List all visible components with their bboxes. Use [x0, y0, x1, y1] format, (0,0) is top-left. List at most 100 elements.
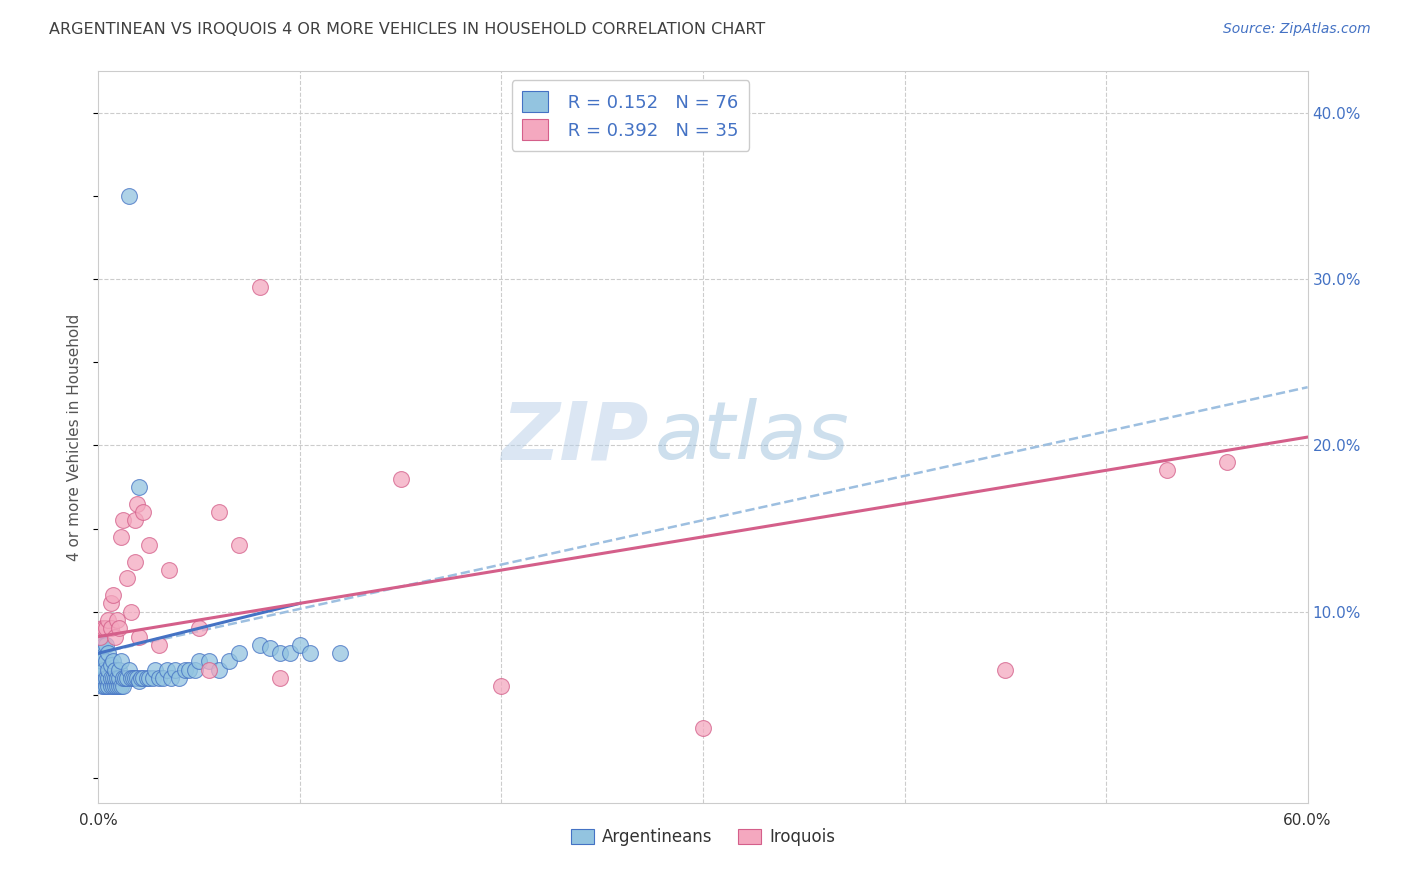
Point [143, 663, 166, 677]
Point [142, 671, 165, 685]
Point [288, 638, 311, 652]
Point [97, 663, 120, 677]
Point [89, 630, 111, 644]
Point [91, 655, 114, 669]
Point [100, 657, 122, 672]
Point [105, 680, 128, 694]
Point [89, 646, 111, 660]
Point [198, 663, 221, 677]
Point [148, 671, 170, 685]
Point [124, 513, 146, 527]
Point [91, 671, 114, 685]
Point [111, 513, 134, 527]
Point [118, 663, 141, 677]
Text: ARGENTINEAN VS IROQUOIS 4 OR MORE VEHICLES IN HOUSEHOLD CORRELATION CHART: ARGENTINEAN VS IROQUOIS 4 OR MORE VEHICL… [49, 22, 765, 37]
Point [259, 641, 281, 656]
Point [101, 655, 124, 669]
Point [101, 588, 124, 602]
Point [125, 497, 148, 511]
Point [491, 680, 513, 694]
Point [97, 671, 120, 685]
Point [198, 655, 221, 669]
Point [174, 663, 197, 677]
Point [269, 646, 291, 660]
Point [97, 646, 120, 660]
Point [208, 663, 231, 677]
Point [121, 671, 143, 685]
Point [107, 680, 129, 694]
Point [132, 505, 155, 519]
Point [91, 663, 114, 677]
Point [97, 680, 120, 694]
Y-axis label: 4 or more Vehicles in Household: 4 or more Vehicles in Household [67, 313, 83, 561]
Text: atlas: atlas [655, 398, 849, 476]
Point [228, 646, 250, 660]
Point [208, 505, 231, 519]
Point [184, 663, 207, 677]
Point [100, 596, 122, 610]
Point [103, 663, 125, 677]
Point [160, 671, 183, 685]
Text: Source: ZipAtlas.com: Source: ZipAtlas.com [1223, 22, 1371, 37]
Point [100, 671, 122, 685]
Point [89, 638, 111, 652]
Point [110, 530, 132, 544]
Point [135, 671, 157, 685]
Point [89, 671, 111, 685]
Legend: Argentineans, Iroquois: Argentineans, Iroquois [564, 822, 842, 853]
Point [97, 613, 120, 627]
Point [105, 613, 128, 627]
Point [115, 571, 138, 585]
Point [96, 621, 118, 635]
Point [157, 563, 180, 577]
Point [228, 538, 250, 552]
Point [129, 671, 152, 685]
Point [120, 671, 142, 685]
Point [101, 680, 124, 694]
Point [100, 680, 122, 694]
Point [103, 680, 125, 694]
Point [278, 646, 301, 660]
Point [124, 671, 146, 685]
Text: ZIP: ZIP [501, 398, 648, 476]
Point [96, 680, 118, 694]
Point [91, 680, 114, 694]
Point [249, 280, 271, 294]
Point [111, 671, 134, 685]
Point [96, 671, 118, 685]
Point [114, 671, 136, 685]
Point [269, 671, 291, 685]
Point [132, 671, 155, 685]
Point [1216, 455, 1239, 469]
Point [93, 663, 115, 677]
Point [91, 621, 114, 635]
Point [128, 674, 150, 689]
Point [93, 680, 115, 694]
Point [994, 663, 1017, 677]
Point [105, 671, 128, 685]
Point [218, 655, 240, 669]
Point [96, 655, 118, 669]
Point [163, 663, 186, 677]
Point [100, 621, 122, 635]
Point [148, 638, 170, 652]
Point [110, 655, 132, 669]
Point [152, 671, 174, 685]
Point [115, 671, 138, 685]
Point [107, 663, 129, 677]
Point [120, 605, 142, 619]
Point [249, 638, 271, 652]
Point [138, 538, 160, 552]
Point [103, 630, 125, 644]
Point [156, 663, 179, 677]
Point [118, 189, 141, 203]
Point [692, 721, 714, 735]
Point [111, 680, 134, 694]
Point [96, 638, 118, 652]
Point [110, 680, 132, 694]
Point [138, 671, 160, 685]
Point [107, 671, 129, 685]
Point [103, 671, 125, 685]
Point [128, 630, 150, 644]
Point [329, 646, 352, 660]
